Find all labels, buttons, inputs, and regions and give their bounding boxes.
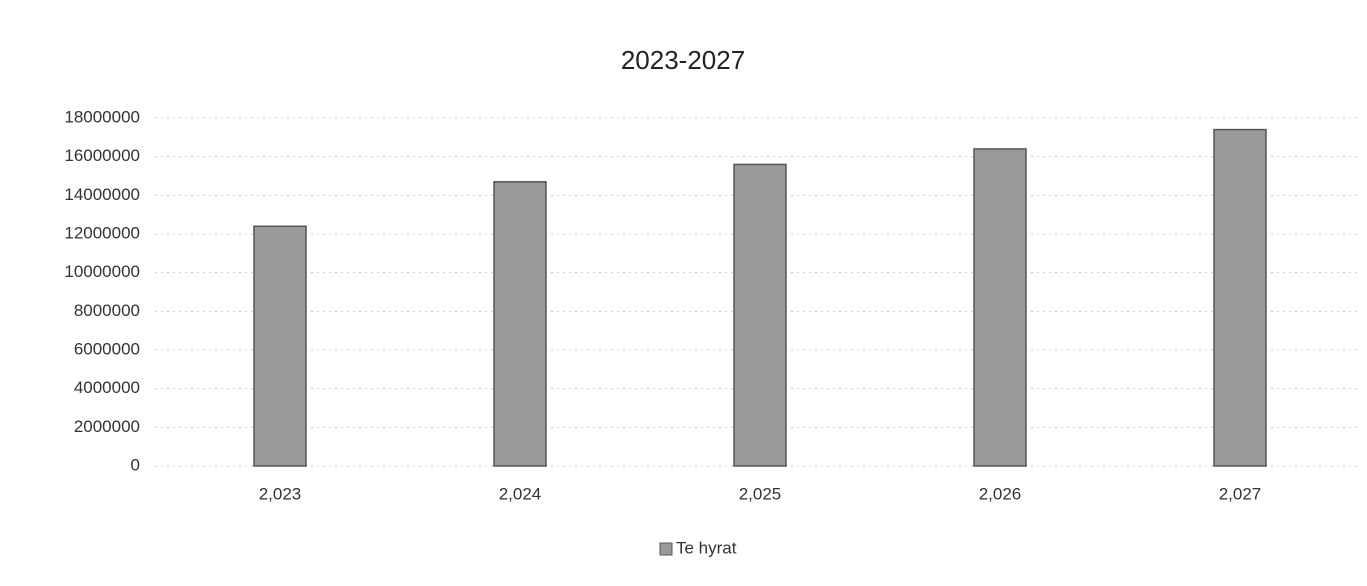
y-tick-label: 18000000 — [64, 107, 140, 126]
x-tick-label: 2,026 — [979, 484, 1022, 503]
legend-swatch — [659, 542, 673, 556]
x-tick-label: 2,024 — [499, 484, 542, 503]
bar — [1213, 128, 1267, 467]
y-tick-label: 0 — [131, 455, 140, 474]
y-tick-label: 4000000 — [74, 378, 140, 397]
x-tick-label: 2,027 — [1219, 484, 1262, 503]
y-tick-label: 6000000 — [74, 339, 140, 358]
y-tick-label: 10000000 — [64, 262, 140, 281]
y-tick-label: 12000000 — [64, 223, 140, 242]
bar — [253, 225, 307, 467]
y-tick-label: 8000000 — [74, 301, 140, 320]
legend-label: Te hyrat — [676, 538, 737, 557]
bar — [493, 181, 547, 467]
chart-title: 2023-2027 — [621, 45, 745, 75]
x-tick-label: 2,023 — [259, 484, 302, 503]
bar — [973, 148, 1027, 467]
x-tick-label: 2,025 — [739, 484, 782, 503]
y-tick-label: 16000000 — [64, 146, 140, 165]
y-tick-label: 14000000 — [64, 185, 140, 204]
y-tick-label: 2000000 — [74, 417, 140, 436]
bar — [733, 163, 787, 467]
